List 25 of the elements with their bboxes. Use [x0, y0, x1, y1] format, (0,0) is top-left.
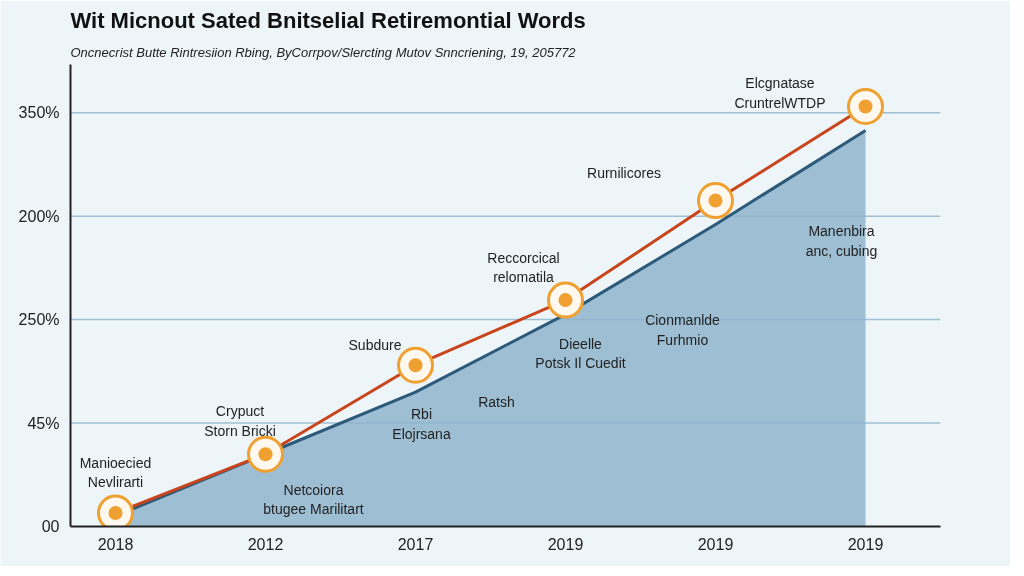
text: 200%: [18, 207, 60, 225]
annotation: Manioecied Nevlirarti: [79, 455, 152, 491]
x-tick-label: 2019: [697, 535, 734, 553]
x-tick-label: 2019: [847, 535, 884, 553]
annotation: Cionmanlde Furhmio: [645, 312, 721, 348]
text: 00: [41, 518, 60, 535]
x-tick-label: 2019: [547, 535, 584, 553]
x-tick-label: 2017: [397, 535, 434, 553]
annotation: Ratsh: [478, 394, 515, 411]
annotation: Crypuct Storn Bricki: [204, 403, 276, 439]
annotation: Rurnilicores: [587, 164, 661, 181]
annotation: Reccorcical relomatila: [487, 250, 560, 286]
annotation: Subdure: [348, 337, 402, 354]
annotation: Netcoiora btugee Marilitart: [263, 482, 364, 518]
annotation: Rbi Elojrsana: [392, 406, 451, 442]
chart-subtitle: Oncnecrist Butte Rintresiion Rbing, ByCorrpov/Slercting Mutov Snncriening, 19, 205772: [70, 44, 577, 60]
annotation: Manenbira anc, cubing: [805, 223, 878, 259]
x-tick-label: 2018: [97, 535, 134, 553]
x-tick-label: 2012: [247, 535, 284, 553]
text: 45%: [27, 414, 60, 432]
chart-title: Wit Micnout Sated Bnitselial Retiremontial Words: [70, 7, 586, 33]
text: 350%: [18, 104, 60, 122]
annotation: Dieelle Potsk Il Cuedit: [535, 336, 626, 372]
text: 250%: [18, 311, 60, 329]
annotation: Elcgnatase CruntrelWTDP: [734, 75, 826, 111]
